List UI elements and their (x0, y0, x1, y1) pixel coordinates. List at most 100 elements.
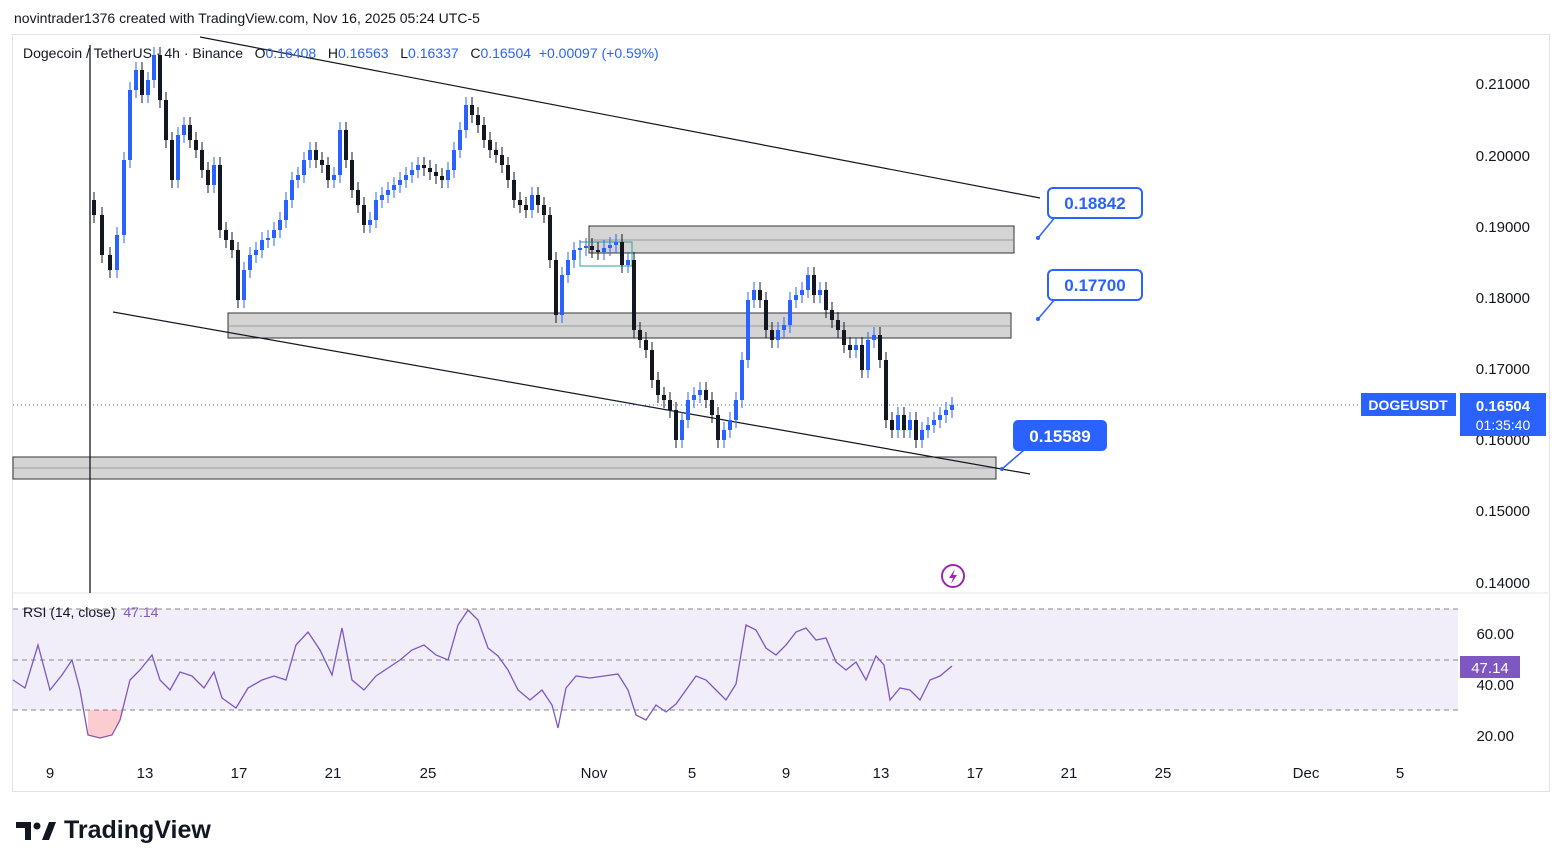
resistance-zone-middle[interactable] (227, 312, 1012, 339)
time-tick: 25 (420, 765, 437, 782)
time-axis[interactable]: 9 13 17 21 25 Nov 5 9 13 17 21 25 Dec 5 (46, 765, 1404, 782)
candle-body (206, 170, 210, 185)
time-tick: Nov (581, 765, 608, 782)
candle-body (320, 160, 324, 165)
candle-body (596, 250, 600, 252)
candle-body (332, 175, 336, 180)
candle-body (428, 168, 432, 172)
candle-body (908, 420, 912, 430)
channel-upper-trendline[interactable] (199, 36, 1041, 199)
candle-body (272, 230, 276, 238)
channel-lower-trendline[interactable] (112, 311, 1031, 475)
price-axis[interactable]: 0.21000 0.20000 0.19000 0.18000 0.17000 … (1476, 76, 1530, 592)
symbol-legend[interactable]: Dogecoin / TetherUS · 4h · Binance O0.16… (23, 45, 659, 61)
candle-body (242, 270, 246, 300)
candle-body (344, 130, 348, 160)
candle-body (794, 295, 798, 300)
callout-0.17700[interactable]: 0.17700 (1036, 269, 1143, 321)
candle-body (530, 195, 534, 210)
candle-body (860, 345, 864, 370)
candle-body (248, 255, 252, 270)
ticker-price: 0.16504 (1476, 398, 1531, 415)
candle-body (812, 275, 816, 295)
rsi-axis[interactable]: 60.00 40.00 20.00 47.14 (1460, 626, 1520, 745)
ticker-countdown: 01:35:40 (1476, 417, 1531, 433)
candle-body (488, 140, 492, 150)
price-tick: 0.18000 (1476, 290, 1530, 307)
callout-0.18842[interactable]: 0.18842 (1036, 187, 1143, 240)
candle-body (776, 330, 780, 340)
time-tick: 13 (873, 765, 890, 782)
candle-body (734, 400, 738, 420)
candle-body (842, 330, 846, 345)
candle-body (836, 320, 840, 330)
time-tick: 17 (967, 765, 984, 782)
close-value: 0.16504 (480, 45, 532, 61)
candle-body (800, 290, 804, 295)
candle-body (566, 260, 570, 275)
candle-body (434, 172, 438, 176)
time-tick: Dec (1293, 765, 1320, 782)
resistance-zone-upper[interactable] (588, 225, 1015, 254)
candle-body (260, 240, 264, 250)
candle-body (572, 250, 576, 260)
tradingview-brand[interactable]: TradingView (16, 816, 211, 845)
candle-body (944, 410, 948, 415)
candle-body (716, 415, 720, 440)
candle-body (662, 395, 666, 400)
rsi-tick: 60.00 (1476, 626, 1514, 643)
price-tick: 0.15000 (1476, 503, 1530, 520)
price-tick: 0.19000 (1476, 219, 1530, 236)
candle-body (440, 176, 444, 180)
candle-body (740, 360, 744, 400)
candle-body (158, 55, 162, 100)
callout-label: 0.17700 (1064, 276, 1125, 295)
high-value: 0.16563 (337, 45, 389, 61)
price-tick: 0.16000 (1476, 432, 1530, 449)
candle-body (410, 170, 414, 175)
price-tick: 0.21000 (1476, 76, 1530, 93)
price-tick: 0.17000 (1476, 361, 1530, 378)
candle-body (806, 275, 810, 290)
candle-body (710, 400, 714, 415)
candle-body (368, 220, 372, 225)
lightning-icon[interactable] (941, 564, 965, 588)
candle-body (308, 150, 312, 160)
candle-body (536, 195, 540, 205)
candle-body (230, 240, 234, 250)
time-tick: 9 (46, 765, 54, 782)
candle-body (728, 420, 732, 430)
callout-0.15589[interactable]: 0.15589 (1000, 420, 1107, 471)
candle-body (350, 160, 354, 190)
candle-body (656, 380, 660, 395)
candle-body (548, 215, 552, 260)
candle-body (680, 420, 684, 440)
rsi-legend[interactable]: RSI (14, close) 47.14 (23, 604, 158, 620)
candle-body (128, 90, 132, 160)
rsi-tick: 20.00 (1476, 728, 1514, 745)
candle-body (758, 290, 762, 300)
candle-body (188, 125, 192, 140)
candle-body (278, 220, 282, 230)
candle-body (590, 246, 594, 250)
candle-body (134, 70, 138, 90)
candle-body (614, 242, 618, 245)
candle-body (932, 420, 936, 425)
time-tick: 5 (1396, 765, 1404, 782)
candle-body (824, 290, 828, 310)
candle-body (284, 200, 288, 220)
candle-body (914, 420, 918, 440)
candle-body (644, 340, 648, 350)
candle-body (686, 400, 690, 420)
candle-body (638, 330, 642, 340)
candle-body (302, 160, 306, 175)
ticker-badge[interactable]: DOGEUSDT 0.16504 01:35:40 (1361, 393, 1546, 436)
candle-body (584, 246, 588, 248)
candlestick-series[interactable] (92, 47, 954, 448)
candle-body (386, 190, 390, 195)
candle-body (398, 180, 402, 185)
candle-body (464, 105, 468, 130)
candle-body (452, 150, 456, 170)
candle-body (650, 350, 654, 380)
